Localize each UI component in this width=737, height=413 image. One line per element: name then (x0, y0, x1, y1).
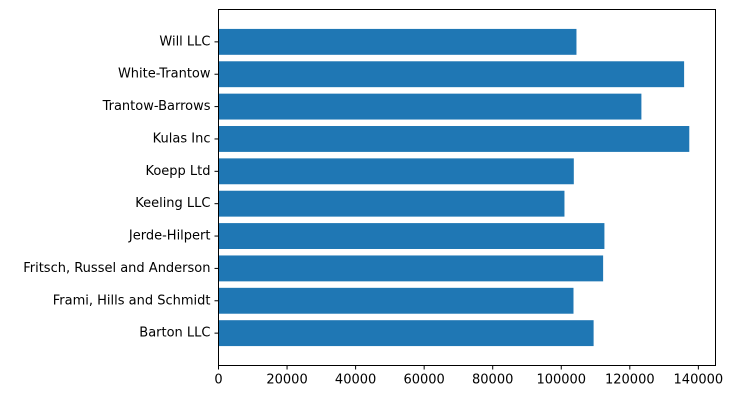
bar-3 (218, 223, 605, 249)
bar-1 (218, 287, 574, 314)
x-tick-label-3: 60000 (403, 373, 444, 388)
y-axis: Barton LLC Frami, Hills and Schmidt Fritsc… (23, 34, 219, 341)
bars-group (218, 28, 690, 347)
bar-5 (218, 158, 574, 185)
bar-2 (218, 255, 604, 282)
y-tick-label-6: Kulas Inc (153, 131, 211, 146)
bar-4 (218, 190, 565, 217)
plot-frame (218, 9, 716, 366)
bar-7 (218, 93, 642, 120)
x-tick-label-5: 100000 (536, 373, 586, 388)
y-tick-label-1: Frami, Hills and Schmidt (53, 293, 211, 308)
x-tick-label-6: 120000 (605, 373, 655, 388)
x-tick-label-2: 40000 (335, 373, 376, 388)
y-tick-label-9: Will LLC (159, 34, 210, 49)
y-tick-label-2: Fritsch, Russel and Anderson (23, 261, 210, 276)
y-tick-label-8: White-Trantow (118, 67, 211, 82)
x-tick-label-1: 20000 (266, 373, 307, 388)
bar-8 (218, 61, 685, 88)
x-axis: 0 20000 40000 60000 80000 100000 120000 140000 (214, 365, 724, 388)
y-tick-label-0: Barton LLC (139, 326, 210, 341)
y-tick-label-4: Keeling LLC (135, 196, 210, 211)
y-tick-label-5: Koepp Ltd (145, 164, 210, 179)
x-tick-label-0: 0 (214, 373, 222, 388)
y-tick-label-3: Jerde-Hilpert (128, 229, 211, 244)
bar-0 (218, 320, 594, 347)
x-tick-label-4: 80000 (472, 373, 513, 388)
bar-6 (218, 126, 690, 152)
x-tick-label-7: 140000 (674, 373, 724, 388)
bar-9 (218, 28, 577, 55)
y-tick-label-7: Trantow-Barrows (102, 99, 211, 114)
